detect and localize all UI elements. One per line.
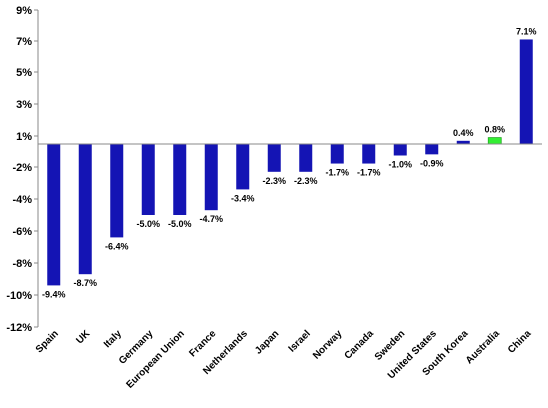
category-label: Canada xyxy=(343,328,377,362)
y-tick-label: 3% xyxy=(16,99,32,111)
bar-value-label: -4.7% xyxy=(199,214,223,224)
bar xyxy=(173,144,187,215)
category-label: Norway xyxy=(311,328,345,362)
bars xyxy=(47,39,533,286)
bar-value-label: 0.8% xyxy=(484,125,505,135)
y-tick-label: -8% xyxy=(12,258,32,270)
bar-value-label: -0.9% xyxy=(420,158,444,168)
bar xyxy=(267,144,281,172)
bar xyxy=(393,144,407,156)
bar xyxy=(330,144,344,164)
bar-value-label: -9.4% xyxy=(42,289,66,299)
bar-value-label: -1.7% xyxy=(357,168,381,178)
bar-value-label: 0.4% xyxy=(453,128,474,138)
y-tick-label: 1% xyxy=(16,131,32,143)
bar xyxy=(487,137,502,145)
category-label: Israel xyxy=(287,328,313,354)
bar xyxy=(204,144,218,211)
bar xyxy=(141,144,155,215)
bar xyxy=(425,144,439,155)
category-label: UK xyxy=(74,328,93,347)
bar-value-label: -1.0% xyxy=(388,160,412,170)
bar-value-labels: -9.4% -8.7% -6.4% -5.0% -5.0% -4.7% -3.4% -2.3%… xyxy=(42,26,537,299)
category-label: European Union xyxy=(124,328,186,390)
bar xyxy=(236,144,250,190)
bar xyxy=(78,144,92,275)
y-tick-label: -2% xyxy=(12,162,32,174)
y-tick-label: 5% xyxy=(16,67,32,79)
y-tick-label: -12% xyxy=(6,322,32,334)
bar-value-label: -5.0% xyxy=(168,219,192,229)
bar-value-label: -1.7% xyxy=(325,168,349,178)
category-label: Spain xyxy=(34,328,61,355)
y-tick-label: -10% xyxy=(6,290,32,302)
bar xyxy=(47,144,61,286)
bar xyxy=(362,144,376,164)
y-tick-label: 9% xyxy=(16,5,32,17)
category-label: Australia xyxy=(464,328,502,366)
bar xyxy=(110,144,124,238)
category-label: Japan xyxy=(253,328,281,356)
bar xyxy=(299,144,313,172)
y-axis: 9% 7% 5% 3% 1% -2% -4% -6% -8% -10% -12% xyxy=(6,5,39,334)
y-tick-label: 7% xyxy=(16,36,32,48)
bar-value-label: -8.7% xyxy=(73,278,97,288)
bar-value-label: -2.3% xyxy=(294,176,318,186)
bar-value-label: -3.4% xyxy=(231,193,255,203)
y-tick-label: -4% xyxy=(12,194,32,206)
category-label: France xyxy=(187,328,218,359)
category-label: China xyxy=(506,328,534,356)
y-tick-label: -6% xyxy=(12,226,32,238)
bar-value-label: -6.4% xyxy=(105,241,129,251)
bar-value-label: -5.0% xyxy=(136,219,160,229)
bar-value-label: 7.1% xyxy=(516,26,537,36)
bar xyxy=(519,39,533,145)
bar-value-label: -2.3% xyxy=(262,176,286,186)
category-label: Italy xyxy=(102,328,124,350)
bar xyxy=(456,140,470,144)
